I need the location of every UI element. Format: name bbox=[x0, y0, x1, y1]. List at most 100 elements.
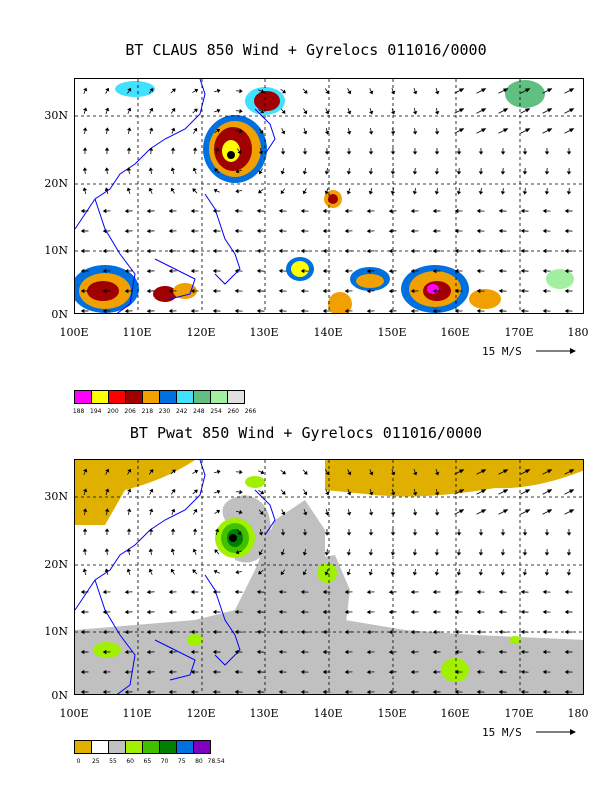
wind-arrow-head bbox=[126, 528, 132, 532]
wind-arrow-head bbox=[303, 491, 308, 496]
wind-arrow-head bbox=[212, 609, 217, 615]
wind-arrow-head bbox=[476, 228, 481, 234]
wind-arrow-head bbox=[520, 288, 525, 294]
wind-arrow-head bbox=[366, 669, 371, 675]
wind-arrow-head bbox=[390, 512, 396, 516]
wind-arrow-head bbox=[346, 151, 352, 155]
p1-colorbar-label: 230 bbox=[158, 408, 171, 415]
wind-arrow-head bbox=[190, 288, 195, 294]
wind-arrow-head bbox=[80, 248, 85, 254]
wind-arrow-head bbox=[80, 649, 85, 655]
p2-colorbar-label: 65 bbox=[143, 758, 152, 765]
wind-arrow-head bbox=[368, 532, 374, 536]
wind-arrow-head bbox=[564, 649, 569, 655]
wind-arrow-head bbox=[239, 88, 243, 94]
wind-arrow-head bbox=[280, 190, 285, 194]
wind-arrow-head bbox=[344, 208, 349, 214]
wind-arrow-head bbox=[525, 108, 531, 113]
p1-colorbar-swatch bbox=[125, 390, 143, 404]
wind-arrow-head bbox=[454, 689, 459, 694]
wind-arrow-head bbox=[434, 171, 440, 175]
wind-arrow-head bbox=[302, 532, 308, 536]
wind-arrow-head bbox=[366, 649, 371, 655]
gyre-marker bbox=[229, 534, 237, 542]
wind-arrow-head bbox=[260, 470, 265, 475]
wind-arrow-head bbox=[148, 147, 154, 151]
wind-arrow-head bbox=[239, 489, 243, 495]
wind-arrow-head bbox=[171, 88, 176, 93]
wind-arrow-head bbox=[544, 171, 550, 175]
wind-arrow-head bbox=[346, 532, 352, 536]
wind-arrow-head bbox=[82, 508, 88, 512]
wind-arrow-head bbox=[388, 308, 393, 313]
wind-arrow-head bbox=[127, 488, 132, 493]
wind-arrow-head bbox=[459, 108, 465, 113]
wind-arrow-head bbox=[190, 208, 195, 214]
wind-arrow-head bbox=[148, 548, 154, 552]
wind-arrow-head bbox=[322, 268, 327, 274]
wind-arrow-head bbox=[281, 511, 286, 516]
wind-arrow-head bbox=[300, 649, 305, 655]
wind-arrow-head bbox=[388, 689, 393, 694]
p1-colorbar-swatch bbox=[227, 390, 245, 404]
pwat-regions bbox=[75, 460, 583, 694]
wind-arrow-head bbox=[481, 489, 487, 494]
p2-colorbar-label: 60 bbox=[126, 758, 134, 765]
wind-arrow-head bbox=[170, 167, 176, 172]
wind-arrow-head bbox=[192, 188, 197, 193]
wind-arrow-head bbox=[434, 131, 440, 135]
panel2-title: BT Pwat 850 Wind + Gyrelocs 011016/0000 bbox=[129, 424, 483, 442]
wind-arrow-head bbox=[212, 629, 217, 635]
wind-arrow-head bbox=[102, 649, 107, 655]
wind-arrow-head bbox=[525, 509, 531, 514]
wind-arrow-head bbox=[124, 669, 129, 675]
wind-arrow-head bbox=[212, 589, 217, 595]
wind-arrow-head bbox=[124, 288, 129, 294]
wind-arrow-head bbox=[432, 669, 437, 675]
wind-arrow-head bbox=[564, 589, 569, 595]
wind-arrow-head bbox=[520, 248, 525, 254]
wind-arrow-head bbox=[256, 609, 261, 615]
wind-arrow-head bbox=[520, 308, 525, 313]
wind-arrow-head bbox=[388, 208, 393, 214]
wind-arrow-head bbox=[525, 489, 531, 494]
p2-colorbar-label: 70 bbox=[160, 758, 169, 765]
wind-arrow-head bbox=[432, 589, 437, 595]
p2-xtick: 180 bbox=[567, 707, 589, 720]
p2-ytick-10n: 10N bbox=[44, 625, 68, 638]
wind-arrow-head bbox=[390, 491, 396, 496]
wind-arrow-head bbox=[324, 532, 330, 536]
p2-colorbar-label: 25 bbox=[91, 758, 100, 765]
wind-arrow-head bbox=[368, 110, 374, 115]
wind-arrow-head bbox=[500, 572, 506, 576]
wind-arrow-head bbox=[193, 127, 198, 132]
wind-arrow-head bbox=[503, 509, 509, 514]
wind-arrow-head bbox=[368, 131, 374, 135]
wind-arrow-head bbox=[127, 87, 132, 92]
wind-arrow-head bbox=[146, 308, 151, 313]
wind-arrow-head bbox=[410, 609, 415, 615]
wind-arrow-head bbox=[104, 528, 110, 532]
wind-arrow-head bbox=[168, 609, 173, 615]
wind-arrow-head bbox=[256, 629, 261, 635]
wind-arrow-head bbox=[235, 550, 240, 555]
wind-arrow-head bbox=[542, 288, 547, 294]
wind-arrow-head bbox=[234, 268, 239, 274]
wind-arrow-head bbox=[124, 228, 129, 234]
wind-arrow-head bbox=[544, 572, 550, 576]
wind-arrow-head bbox=[212, 208, 217, 214]
wind-arrow-head bbox=[124, 248, 129, 254]
p1-colorbar-label: 254 bbox=[210, 408, 222, 415]
wind-arrow-head bbox=[324, 552, 330, 556]
wind-arrow-head bbox=[498, 268, 503, 274]
p1-colorbar-swatch bbox=[91, 390, 109, 404]
wind-arrow-head bbox=[432, 629, 437, 635]
wind-arrow-head bbox=[148, 528, 154, 532]
wind-arrow-head bbox=[322, 669, 327, 675]
wind-arrow-head bbox=[412, 512, 418, 516]
wind-arrow-head bbox=[149, 469, 154, 474]
wind-arrow-head bbox=[82, 107, 88, 112]
wind-arrow-head bbox=[525, 469, 531, 474]
wind-arrow-head bbox=[280, 551, 286, 556]
wind-arrow-head bbox=[325, 471, 330, 476]
